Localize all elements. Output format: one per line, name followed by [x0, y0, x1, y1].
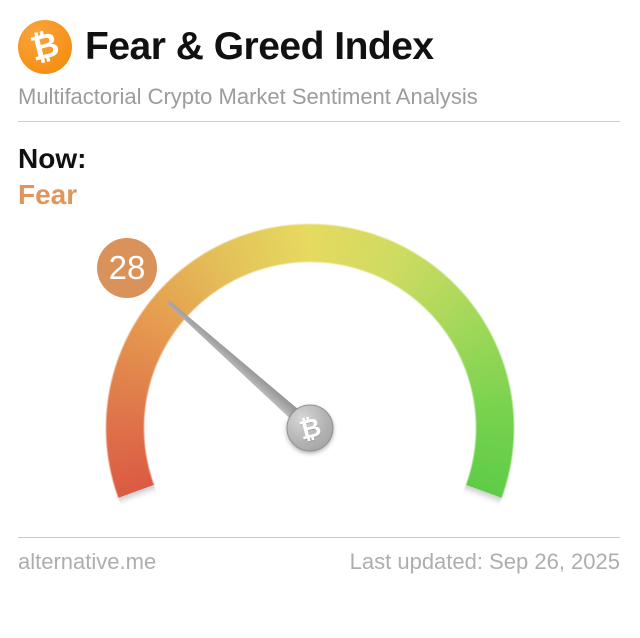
header: ₿ Fear & Greed Index	[18, 20, 620, 74]
page-subtitle: Multifactorial Crypto Market Sentiment A…	[18, 84, 478, 109]
bitcoin-hub-symbol: ₿	[296, 410, 324, 446]
bitcoin-symbol: ₿	[26, 25, 64, 69]
footer-divider	[18, 537, 620, 538]
now-label: Now:	[18, 143, 87, 174]
page-title: Fear & Greed Index	[85, 25, 434, 68]
header-divider	[18, 121, 620, 122]
footer: alternative.me Last updated: Sep 26, 202…	[18, 549, 620, 575]
gauge-hub: ₿	[286, 404, 334, 452]
site-link[interactable]: alternative.me	[18, 549, 157, 574]
sentiment-classification: Fear	[18, 179, 78, 210]
last-updated-text: Last updated: Sep 26, 2025	[349, 549, 620, 574]
fear-greed-gauge: ₿	[100, 218, 520, 638]
bitcoin-icon: ₿	[18, 20, 72, 74]
index-value-badge: 28	[97, 238, 157, 298]
